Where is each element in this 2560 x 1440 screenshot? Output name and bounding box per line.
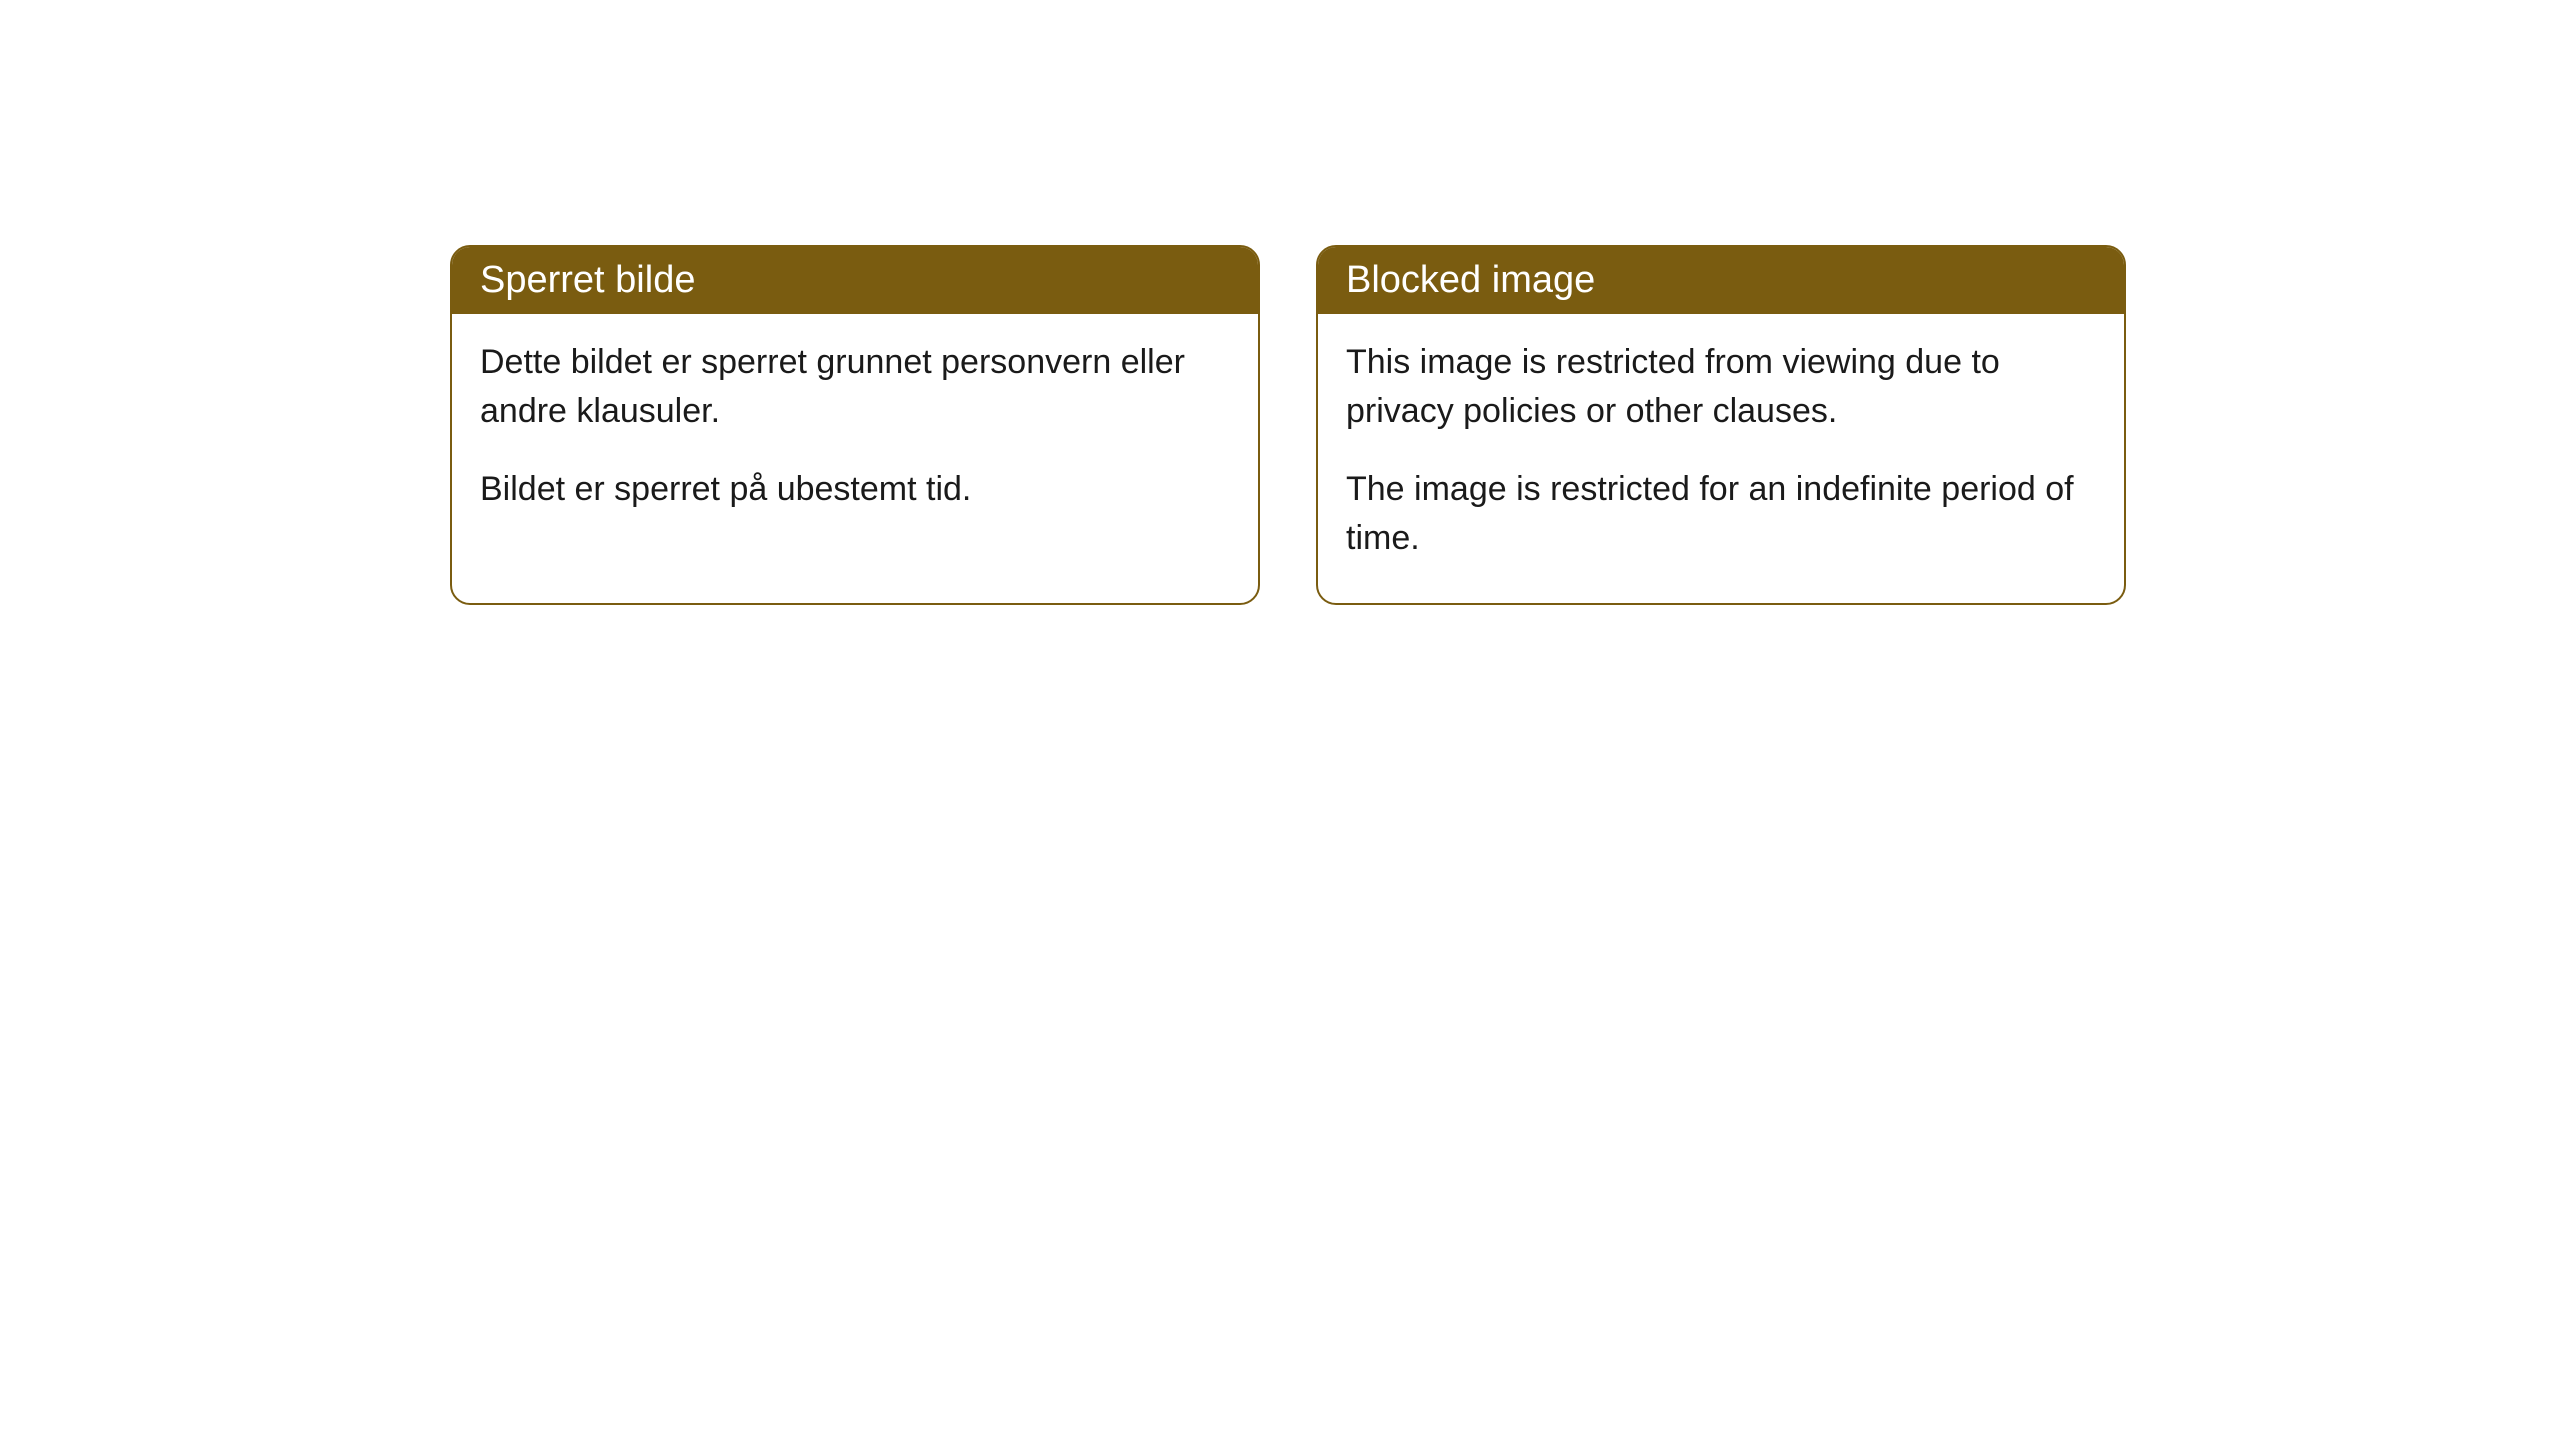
card-body: Dette bildet er sperret grunnet personve… (452, 314, 1258, 554)
card-paragraph: This image is restricted from viewing du… (1346, 338, 2096, 437)
card-header: Blocked image (1318, 247, 2124, 314)
card-paragraph: The image is restricted for an indefinit… (1346, 465, 2096, 564)
card-paragraph: Dette bildet er sperret grunnet personve… (480, 338, 1230, 437)
notice-cards-container: Sperret bilde Dette bildet er sperret gr… (450, 245, 2126, 605)
card-title: Blocked image (1346, 259, 1595, 301)
card-header: Sperret bilde (452, 247, 1258, 314)
notice-card-norwegian: Sperret bilde Dette bildet er sperret gr… (450, 245, 1260, 605)
card-body: This image is restricted from viewing du… (1318, 314, 2124, 603)
card-title: Sperret bilde (480, 259, 695, 301)
card-paragraph: Bildet er sperret på ubestemt tid. (480, 465, 1230, 514)
notice-card-english: Blocked image This image is restricted f… (1316, 245, 2126, 605)
